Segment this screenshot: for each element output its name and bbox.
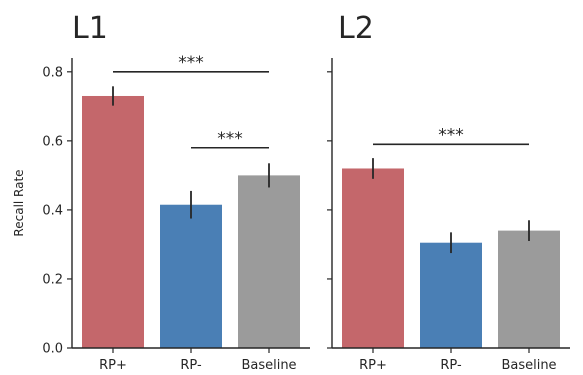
panel-l2: L2 RP+ RP- Baseline *** — [327, 11, 570, 373]
x-tick-label: RP+ — [99, 358, 127, 373]
significance-label: *** — [217, 129, 243, 149]
panel-title: L2 — [338, 11, 374, 46]
significance-label: *** — [438, 125, 464, 145]
x-tick-label: RP- — [180, 358, 202, 373]
bar-baseline — [498, 230, 560, 348]
y-tick-label: 0.2 — [42, 272, 63, 287]
y-axis-label: Recall Rate — [12, 169, 26, 236]
x-tick-label: Baseline — [501, 358, 556, 373]
bar-baseline — [238, 175, 300, 348]
significance-label: *** — [178, 53, 204, 73]
bar-rp- — [82, 95, 144, 348]
x-tick-label: Baseline — [241, 358, 296, 373]
panel-title: L1 — [72, 11, 108, 46]
y-tick-label: 0.4 — [42, 203, 63, 218]
y-tick-label: 0.8 — [42, 65, 63, 80]
y-tick-label: 0.0 — [42, 342, 63, 357]
y-tick-label: 0.6 — [42, 134, 63, 149]
x-tick-label: RP+ — [359, 358, 387, 373]
bar-rp- — [342, 168, 404, 348]
bar-rp- — [420, 242, 482, 348]
x-tick-label: RP- — [440, 358, 462, 373]
panel-l1: L1 0.0 0.2 0.4 0.6 0.8 RP+ RP- Baseline Recall Ra… — [12, 11, 310, 373]
bar-rp- — [160, 204, 222, 348]
